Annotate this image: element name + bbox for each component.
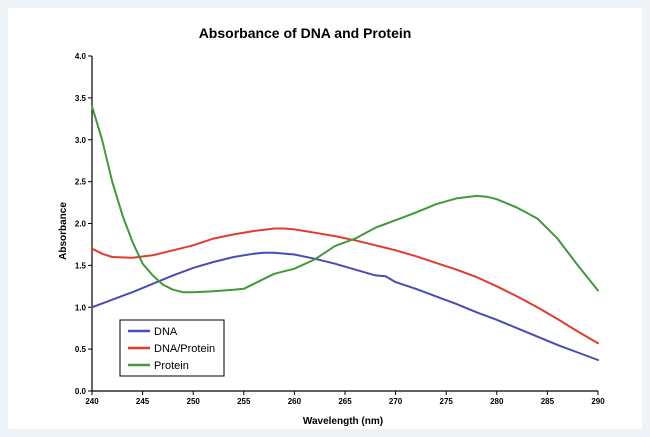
x-tick-label: 245 (136, 397, 150, 406)
y-tick-label: 3.5 (75, 94, 87, 103)
legend-label: DNA (154, 326, 178, 338)
x-tick-label: 275 (440, 397, 454, 406)
y-tick-label: 0.5 (75, 345, 87, 354)
x-tick-label: 260 (288, 397, 302, 406)
y-tick-label: 2.5 (75, 178, 87, 187)
series-line-protein (91, 105, 599, 294)
series-lines (91, 105, 599, 361)
y-tick-label: 0.0 (75, 387, 87, 396)
absorbance-line-chart: Absorbance of DNA and Protein 0.0 0.5 1.0 1… (58, 25, 605, 427)
y-axis-label: Absorbance (58, 202, 69, 260)
x-tick-label: 240 (85, 397, 99, 406)
x-axis-label: Wavelength (nm) (303, 416, 383, 427)
legend-label: DNA/Protein (154, 343, 215, 355)
x-tick-label: 270 (389, 397, 403, 406)
axes: 0.0 0.5 1.0 1.5 2.0 2.5 3.0 3.5 4.0 240 245 250 255 2… (75, 52, 605, 406)
y-tick-label: 3.0 (75, 136, 87, 145)
chart-panel: Absorbance of DNA and Protein 0.0 0.5 1.0 1… (8, 8, 642, 429)
x-tick-label: 285 (541, 397, 555, 406)
x-tick-label: 280 (490, 397, 504, 406)
series-line-dna-protein (91, 227, 599, 345)
y-tick-label: 1.5 (75, 261, 87, 270)
x-tick-label: 290 (591, 397, 605, 406)
chart-title: Absorbance of DNA and Protein (199, 25, 412, 41)
legend: DNA DNA/Protein Protein (119, 319, 225, 377)
x-tick-label: 255 (237, 397, 251, 406)
y-tick-label: 2.0 (75, 220, 87, 229)
series-line-dna (91, 251, 599, 361)
legend-label: Protein (154, 360, 189, 372)
y-tick-label: 1.0 (75, 303, 87, 312)
x-tick-label: 250 (187, 397, 201, 406)
x-tick-label: 265 (338, 397, 352, 406)
y-tick-label: 4.0 (75, 52, 87, 61)
